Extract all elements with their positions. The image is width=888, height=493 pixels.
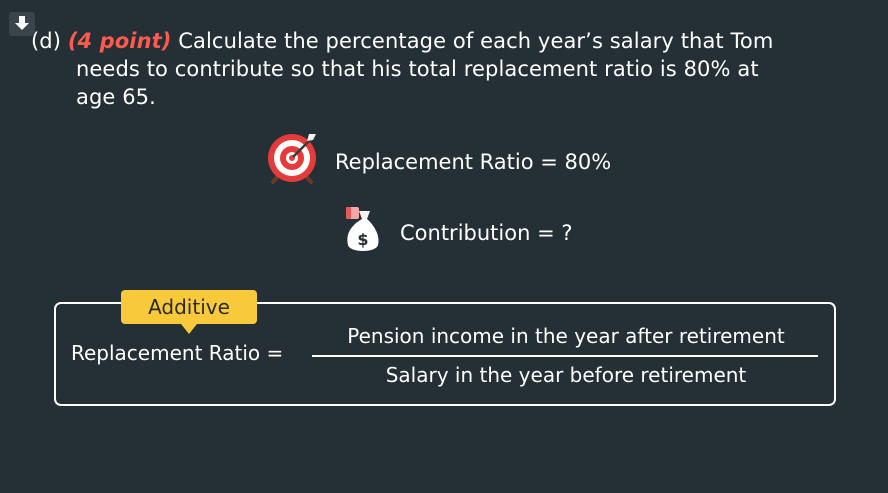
formula-lhs: Replacement Ratio = bbox=[71, 341, 284, 365]
contribution-text: Contribution = ? bbox=[400, 220, 573, 245]
fraction-line bbox=[312, 355, 818, 357]
formula-box bbox=[54, 302, 836, 406]
question-line-2: needs to contribute so that his total re… bbox=[76, 57, 759, 81]
formula-denominator: Salary in the year before retirement bbox=[385, 363, 747, 387]
additive-tag: Additive bbox=[121, 290, 257, 334]
money-symbol: $ bbox=[357, 230, 368, 249]
target-icon bbox=[263, 130, 321, 193]
download-button[interactable] bbox=[9, 12, 35, 36]
question-line-3: age 65. bbox=[76, 85, 156, 109]
question-text: (d) (4 point) Calculate the percentage o… bbox=[31, 27, 851, 111]
target-row: Replacement Ratio = 80% bbox=[263, 130, 611, 193]
download-arrow-icon bbox=[15, 16, 29, 30]
question-points: (4 point) bbox=[67, 29, 172, 53]
question-label: (d) bbox=[31, 29, 62, 53]
question-line-1: Calculate the percentage of each year’s … bbox=[178, 29, 774, 53]
money-bag-icon: $ bbox=[340, 201, 386, 264]
target-ratio-text: Replacement Ratio = 80% bbox=[335, 149, 612, 174]
contribution-row: $ Contribution = ? bbox=[340, 201, 572, 264]
formula-numerator: Pension income in the year after retirem… bbox=[347, 324, 785, 348]
